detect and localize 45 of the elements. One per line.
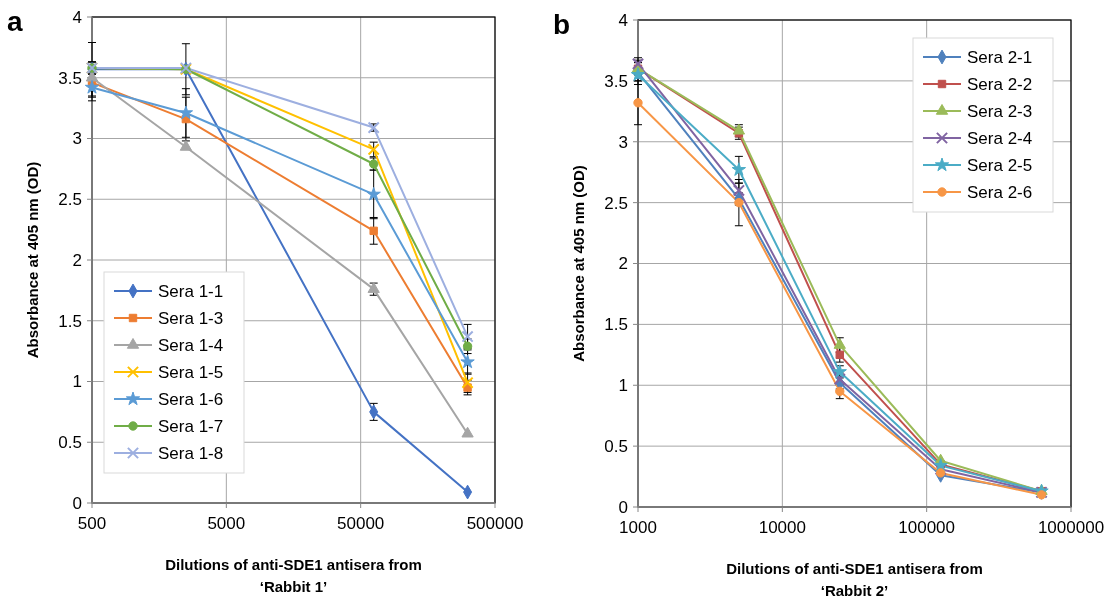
legend-label: Sera 1-3: [158, 308, 224, 328]
x-tick-label: 50000: [337, 514, 385, 533]
y-tick-label: 0: [618, 497, 628, 517]
legend-label: Sera 1-6: [158, 389, 224, 409]
legend-label: Sera 1-4: [158, 335, 224, 355]
y-tick-label: 0.5: [604, 437, 628, 457]
x-tick-label: 5000: [207, 514, 246, 533]
legend-label: Sera 2-6: [967, 182, 1033, 202]
y-tick-label: 1.5: [604, 315, 628, 335]
chart-title: a: [7, 6, 23, 37]
y-axis-title: Absorbance at 405 nm (OD): [570, 165, 587, 362]
y-tick-label: 4: [72, 7, 82, 27]
legend-label: Sera 1-7: [158, 416, 224, 436]
y-tick-label: 1: [618, 376, 628, 396]
legend-label: Sera 2-5: [967, 155, 1033, 175]
y-tick-label: 3.5: [58, 68, 82, 88]
x-tick-label: 10000: [758, 518, 806, 537]
y-tick-label: 2.5: [604, 193, 628, 213]
legend-label: Sera 1-5: [158, 362, 224, 382]
y-tick-label: 0: [72, 493, 82, 513]
x-tick-label: 500000: [466, 514, 524, 533]
x-tick-label: 1000: [619, 518, 657, 537]
x-tick-label: 1000000: [1037, 518, 1105, 537]
y-tick-label: 3: [618, 132, 628, 152]
y-tick-label: 0.5: [58, 433, 82, 453]
legend-label: Sera 2-4: [967, 128, 1033, 148]
y-axis-title: Absorbance at 405 nm (OD): [24, 161, 41, 359]
chart-title: b: [553, 9, 571, 40]
legend-label: Sera 2-3: [967, 101, 1033, 121]
legend-label: Sera 2-2: [967, 74, 1033, 94]
y-tick-label: 4: [618, 10, 628, 30]
y-tick-label: 2: [72, 250, 82, 270]
y-tick-label: 2: [618, 254, 628, 274]
x-tick-label: 100000: [898, 518, 956, 537]
y-tick-label: 1.5: [58, 311, 82, 331]
legend-label: Sera 2-1: [967, 47, 1033, 67]
legend-label: Sera 1-1: [158, 281, 224, 301]
x-axis-title: Dilutions of anti-SDE1 antisera from ‘Rabbit 2’: [726, 560, 983, 599]
y-tick-label: 1: [72, 372, 82, 392]
x-axis-title: Dilutions of anti-SDE1 antisera from ‘Rabbit 1’: [165, 556, 422, 595]
y-tick-label: 3: [72, 129, 82, 149]
y-tick-label: 3.5: [604, 71, 628, 91]
x-tick-label: 500: [77, 514, 107, 533]
legend-label: Sera 1-8: [158, 443, 224, 463]
y-tick-label: 2.5: [58, 190, 82, 210]
